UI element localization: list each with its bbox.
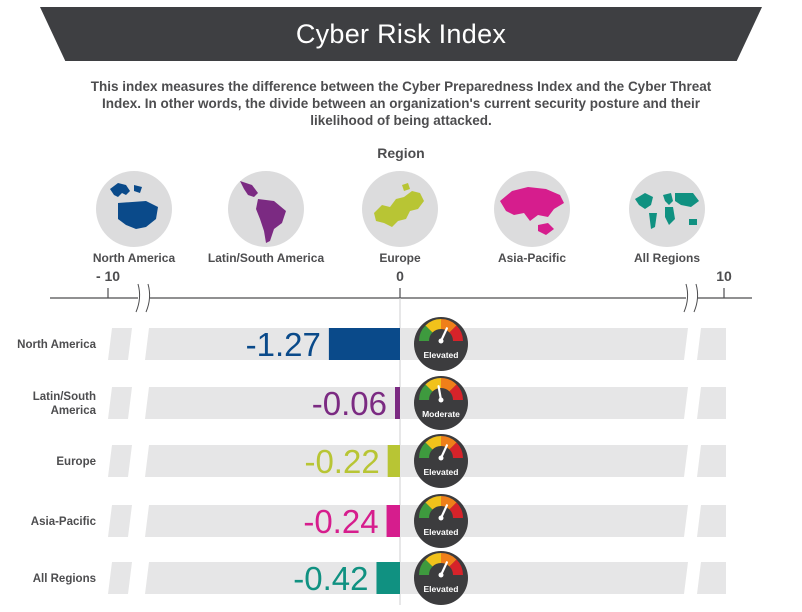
region-latin-south-america: Latin/South America [196,171,336,265]
gauge-segment [425,378,441,392]
gauge-segment [449,325,463,341]
gauge-segment [419,384,433,400]
value-bar [395,387,400,419]
gauge-segment [441,553,457,567]
value-label: -1.27 [246,326,321,363]
gauge-segment [441,436,457,450]
risk-level-label: Elevated [424,584,459,594]
risk-level-label: Elevated [424,467,459,477]
region-europe: Europe [330,171,470,265]
europe-map-icon [362,171,438,247]
bar-track [697,562,726,594]
value-label: -0.24 [303,503,378,540]
x-tick-label: 10 [716,268,732,284]
region-north-america: North America [64,171,204,265]
gauge-segment [419,325,433,341]
gauge-hub [438,572,444,578]
region-label: Asia-Pacific [497,251,567,265]
gauge-segment [425,319,441,333]
gauge-segment [425,553,441,567]
region-header: Region [377,145,425,161]
row-label: All Regions [33,573,96,585]
value-label: -0.22 [304,443,379,480]
asia-pacific-map-icon [494,171,570,247]
world-map-icon [629,171,705,247]
gauge-segment [449,502,463,518]
gauge-hub [438,515,444,521]
bar-track [697,505,726,537]
bar-track [108,328,132,360]
bar-track [108,505,132,537]
gauge-hub [438,397,444,403]
gauge-segment [449,442,463,458]
gauge-segment [419,559,433,575]
value-label: -0.06 [312,385,387,422]
gauge-segment [425,436,441,450]
axis-break-mark [145,283,151,313]
region-label: Latin/South America [207,251,325,265]
risk-level-label: Moderate [422,409,460,419]
gauge-segment [441,378,457,392]
region-label: Europe [379,251,421,265]
page-title: Cyber Risk Index [295,18,507,49]
axis-break-mark [693,283,699,313]
gauge-segment [449,559,463,575]
risk-level-label: Elevated [424,527,459,537]
row-label: North America [17,339,96,351]
value-bar [387,445,400,477]
value-bar [328,328,400,360]
gauge-segment [419,502,433,518]
bar-track [108,562,132,594]
x-tick-label: 0 [396,268,404,284]
row-label: Asia-Pacific [31,516,97,528]
bar-track [697,445,726,477]
region-label: All Regions [633,251,700,265]
region-all-regions: All Regions [597,171,737,265]
gauge-segment [441,496,457,510]
row-label: America [51,405,97,417]
gauge-segment [441,319,457,333]
bar-track [108,387,132,419]
region-label: North America [92,251,176,265]
value-bar [386,505,400,537]
gauge-hub [438,338,444,344]
risk-level-label: Elevated [424,350,459,360]
bar-track [697,328,726,360]
value-bar [376,562,400,594]
gauge-hub [438,455,444,461]
axis-break-mark [683,283,689,313]
title-banner: Cyber Risk Index [40,7,762,61]
bar-track [697,387,726,419]
gauge-segment [419,442,433,458]
row-label: Latin/South [33,391,96,403]
gauge-segment [425,496,441,510]
bar-track [108,445,132,477]
description-text: This index measures the difference betwe… [90,79,712,128]
row-label: Europe [56,456,96,468]
axis-break-mark [135,283,141,313]
region-asia-pacific: Asia-Pacific [462,171,602,265]
north-america-map-icon [96,171,172,247]
value-label: -0.42 [293,560,368,597]
gauge-segment [449,384,463,400]
x-tick-label: - 10 [96,268,120,284]
south-america-map-icon [228,171,304,247]
